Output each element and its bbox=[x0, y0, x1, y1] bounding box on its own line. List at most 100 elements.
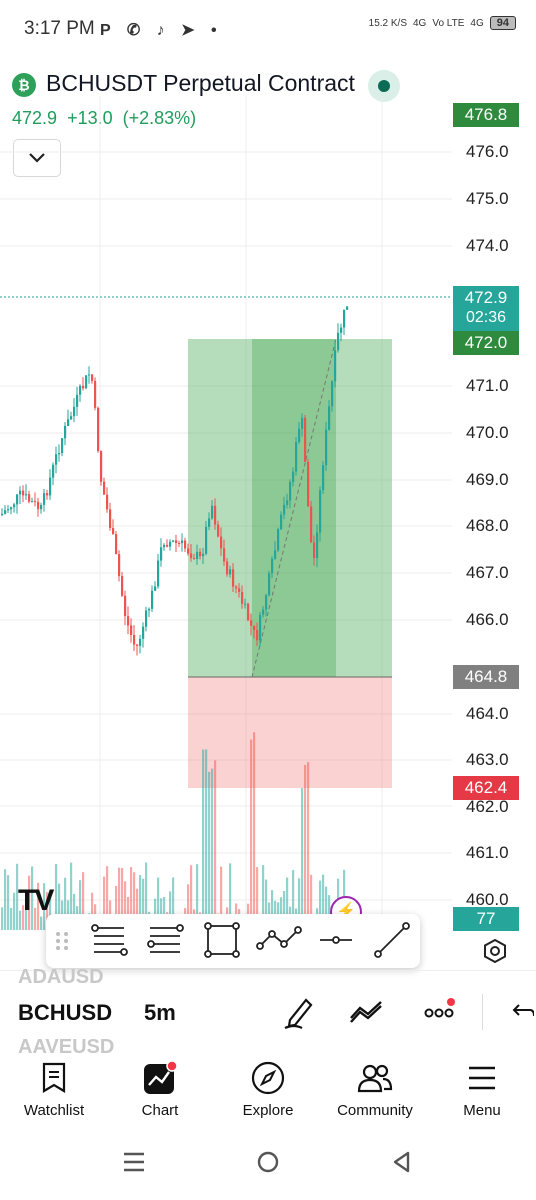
nav-explore[interactable]: Explore bbox=[218, 1060, 318, 1119]
back-icon[interactable] bbox=[390, 1150, 414, 1179]
candle-body bbox=[331, 381, 334, 407]
candle-body bbox=[115, 534, 118, 555]
nav-community[interactable]: Community bbox=[325, 1060, 425, 1119]
candle-body bbox=[85, 375, 88, 389]
candle-body bbox=[175, 540, 178, 543]
volume-bar bbox=[40, 916, 43, 930]
candle-body bbox=[187, 548, 190, 554]
chart-grid bbox=[0, 96, 452, 934]
candle-body bbox=[259, 614, 262, 641]
nav-watchlist[interactable]: Watchlist bbox=[4, 1060, 104, 1119]
symbol-bar bbox=[0, 970, 536, 1057]
price-change: +13.0 bbox=[67, 108, 113, 128]
price-tick: 460.0 bbox=[466, 890, 509, 909]
candle-body bbox=[112, 528, 115, 535]
nav-menu[interactable]: Menu bbox=[432, 1060, 532, 1119]
volume-bar bbox=[220, 866, 223, 930]
symbol-title[interactable]: BCHUSDT Perpetual Contract bbox=[46, 70, 355, 96]
candle-body bbox=[295, 441, 298, 472]
volume-bar bbox=[157, 877, 160, 930]
candle-body bbox=[202, 553, 205, 557]
collapse-button[interactable] bbox=[13, 139, 61, 177]
candle-body bbox=[13, 504, 16, 508]
volume-bar bbox=[121, 868, 124, 930]
status-right: 15.2 K/S 4G Vo LTE 4G 94 bbox=[369, 16, 516, 30]
volume-bar bbox=[124, 881, 127, 930]
volume-bar bbox=[82, 872, 85, 930]
candle-body bbox=[220, 536, 223, 549]
candle-body bbox=[64, 426, 67, 439]
candle-body bbox=[253, 625, 256, 631]
signal-4g-icon: 4G bbox=[413, 17, 427, 29]
volume-bar bbox=[205, 749, 208, 930]
volume-bar bbox=[298, 878, 301, 930]
stop-loss-badge: 462.4 bbox=[453, 776, 519, 800]
toolbar-divider bbox=[482, 994, 483, 1030]
candle-body bbox=[88, 374, 91, 376]
volume-bar bbox=[310, 874, 313, 930]
drawing-pen-icon[interactable] bbox=[282, 994, 316, 1035]
candle-body bbox=[58, 452, 61, 455]
interval-selector[interactable]: 5m bbox=[144, 1000, 176, 1025]
compass-icon bbox=[218, 1060, 318, 1096]
candle-body bbox=[7, 509, 10, 511]
volume-bar bbox=[1, 907, 4, 930]
volume-bar bbox=[73, 893, 76, 930]
volume-bar bbox=[22, 905, 25, 930]
candle-body bbox=[250, 620, 253, 626]
volume-bar bbox=[133, 872, 136, 930]
candle-body bbox=[37, 501, 40, 510]
fib-extension-icon[interactable] bbox=[147, 924, 184, 953]
candle-body bbox=[205, 526, 208, 554]
price-chart[interactable] bbox=[0, 96, 452, 934]
volume-bar bbox=[211, 768, 214, 930]
home-icon[interactable] bbox=[256, 1150, 280, 1179]
recents-icon[interactable] bbox=[122, 1150, 146, 1179]
candle-body bbox=[190, 553, 193, 558]
settings-hexagon-icon[interactable] bbox=[482, 938, 508, 969]
long-position-path bbox=[251, 338, 337, 678]
volume-bar bbox=[256, 867, 259, 930]
target-price-badge: 476.8 bbox=[453, 103, 519, 127]
prev-symbol[interactable]: ADAUSD bbox=[18, 966, 104, 988]
entry-price-badge: 464.8 bbox=[453, 665, 519, 689]
more-options-icon[interactable] bbox=[424, 998, 458, 1027]
volume-bar bbox=[10, 907, 13, 930]
horizontal-ray-icon[interactable] bbox=[320, 936, 352, 944]
nav-chart[interactable]: Chart bbox=[110, 1060, 210, 1119]
candle-body bbox=[118, 554, 121, 577]
price-tick: 462.0 bbox=[466, 797, 509, 816]
next-symbol[interactable]: AAVEUSD bbox=[18, 1036, 115, 1058]
current-symbol[interactable]: BCHUSD bbox=[18, 1000, 113, 1025]
volume-bar bbox=[25, 908, 28, 930]
candle-body bbox=[274, 550, 277, 559]
trend-line-icon[interactable] bbox=[374, 922, 410, 958]
candle-body bbox=[244, 603, 247, 605]
community-icon bbox=[325, 1060, 425, 1096]
rectangle-icon[interactable] bbox=[204, 922, 240, 958]
volume-bar bbox=[286, 877, 289, 930]
market-status-icon[interactable] bbox=[368, 70, 400, 102]
volume-bar bbox=[16, 863, 19, 930]
candle-body bbox=[226, 561, 229, 575]
price-change-pct: (+2.83%) bbox=[122, 108, 197, 128]
volume-bar bbox=[265, 879, 268, 930]
volume-bar bbox=[271, 890, 274, 930]
fib-retracement-icon[interactable] bbox=[91, 924, 128, 956]
volume-bar bbox=[37, 882, 40, 930]
long-position-loss-zone[interactable] bbox=[188, 677, 392, 788]
candle-body bbox=[178, 542, 181, 544]
indicators-icon[interactable] bbox=[348, 998, 384, 1029]
status-time: 3:17 PM bbox=[24, 18, 95, 39]
path-icon[interactable] bbox=[256, 926, 302, 950]
volume-bar bbox=[127, 897, 130, 930]
candle-body bbox=[196, 551, 199, 559]
candle-body bbox=[166, 544, 169, 547]
volume-bar bbox=[115, 885, 118, 930]
volume-bar bbox=[283, 891, 286, 930]
last-price-value: 472.9 bbox=[464, 288, 508, 307]
volume-bar bbox=[307, 762, 310, 930]
undo-icon[interactable] bbox=[510, 1002, 535, 1027]
candle-body bbox=[235, 586, 238, 589]
grip-icon[interactable] bbox=[56, 932, 68, 950]
